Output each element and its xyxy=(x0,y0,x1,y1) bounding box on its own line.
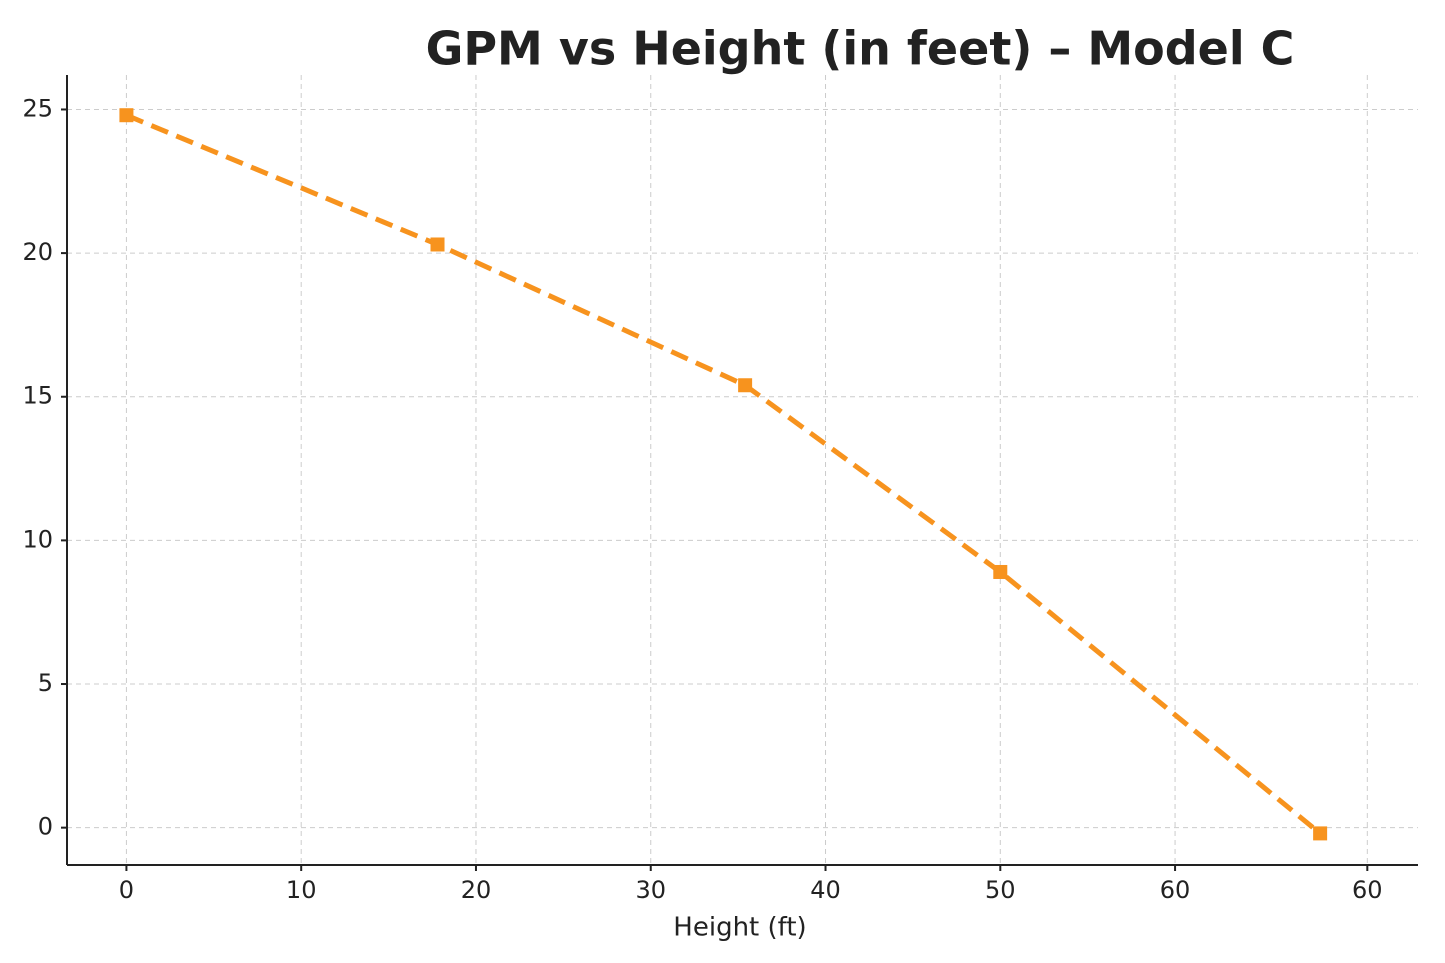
data-point xyxy=(430,237,445,252)
x-tick-label: 0 xyxy=(119,876,134,904)
y-tick-label: 25 xyxy=(22,94,53,122)
x-tick-label: 40 xyxy=(810,876,841,904)
x-tick-label: 50 xyxy=(985,876,1016,904)
x-tick-label: 30 xyxy=(635,876,666,904)
x-axis-label: Height (ft) xyxy=(673,913,806,943)
y-tick-label: 5 xyxy=(38,669,53,697)
data-point xyxy=(738,378,753,393)
y-tick-label: 20 xyxy=(22,238,53,266)
y-tick-label: 0 xyxy=(38,813,53,841)
x-tick-label: 20 xyxy=(461,876,492,904)
data-point xyxy=(993,564,1008,579)
y-tick-label: 10 xyxy=(22,525,53,553)
x-tick-label: 60 xyxy=(1352,876,1383,904)
y-tick-label: 15 xyxy=(22,382,53,410)
chart-title: GPM vs Height (in feet) – Model C xyxy=(426,22,1295,76)
x-tick-label: 60 xyxy=(1160,876,1191,904)
data-point xyxy=(1313,826,1328,841)
x-tick-label: 10 xyxy=(286,876,317,904)
data-line xyxy=(125,112,1322,836)
data-point xyxy=(119,108,134,123)
